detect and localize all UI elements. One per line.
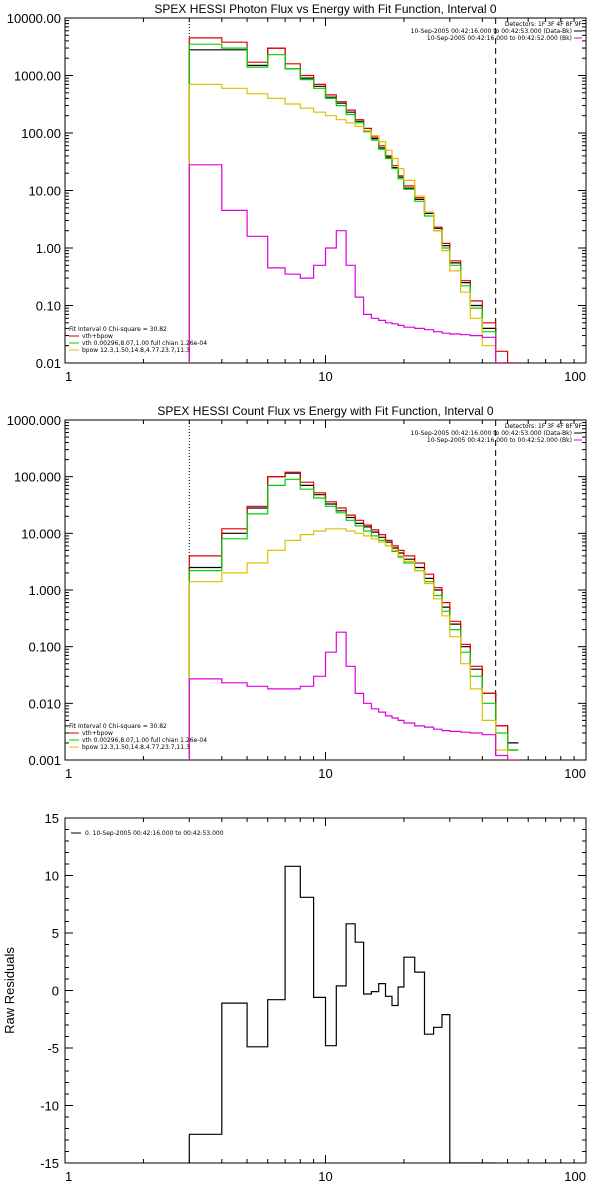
plot-frame: [64, 17, 587, 364]
y-tick-label: 1000.00: [14, 69, 61, 84]
data-series-0: [188, 47, 519, 363]
legend-entry: 10-Sep-2005 00:42:16.000 to 00:42:53.000…: [411, 28, 572, 35]
data-series-4: [188, 631, 519, 760]
chart-panel-1: 1 10 100 0.001 0.010 0.100 1.000 10.000 100.000 1…: [7, 404, 587, 781]
data-series-0: [188, 865, 496, 1163]
chart-title: SPEX HESSI Photon Flux vs Energy with Fi…: [154, 2, 496, 16]
legend-entry: vth 0.00296,8.07,1.00 full chian 1.26e-0…: [82, 340, 207, 347]
y-tick-label: -5: [47, 1041, 59, 1056]
series-group: [188, 471, 519, 760]
legend-entry: vth+bpow: [82, 333, 113, 340]
x-tick-label: 100: [564, 766, 586, 781]
legend-entry: Detectors: 1F 3F 4F 8F 9F: [505, 423, 583, 430]
data-series-1: [188, 37, 519, 363]
x-tick-label: 10: [318, 766, 332, 781]
data-series-2: [188, 478, 519, 760]
data-series-3: [188, 528, 519, 760]
data-series-1: [188, 471, 519, 760]
y-tick-label: 0.01: [36, 356, 61, 371]
y-tick-label: 10: [45, 869, 59, 884]
legend-entry: Fit Interval 0 Chi-square = 30.82: [69, 326, 167, 333]
legend-entry: vth 0.00296,8.07,1.00 full chian 1.26e-0…: [82, 737, 207, 744]
y-tick-label: -10: [40, 1099, 59, 1114]
series-group: [188, 37, 519, 363]
x-tick-label: 1: [65, 1169, 72, 1184]
series-group: [188, 865, 496, 1163]
y-tick-label: -15: [40, 1156, 59, 1171]
legend-entry: Detectors: 1F 3F 4F 8F 9F: [505, 21, 583, 28]
y-tick-label: 1.00: [36, 241, 61, 256]
chart-panel-0: 1 10 100 0.01 0.10 1.00 10.00 100.00 1000.00 1000…: [7, 2, 587, 384]
y-tick-label: 0.010: [28, 696, 61, 711]
y-tick-label: 10000.00: [7, 11, 61, 26]
y-tick-label: 10.000: [21, 526, 61, 541]
y-axis-label: Raw Residuals: [2, 947, 17, 1034]
x-tick-label: 100: [564, 369, 586, 384]
y-tick-label: 0: [52, 984, 59, 999]
y-tick-label: 1000.000: [7, 413, 61, 428]
x-tick-label: 10: [318, 369, 332, 384]
y-tick-label: 100.000: [14, 470, 61, 485]
chart-title: SPEX HESSI Count Flux vs Energy with Fit…: [157, 404, 493, 418]
chart-panel-2: 1 10 100 -15 -10 -5 0 5 10 15 Raw Residuals 0. 10-S…: [2, 811, 587, 1184]
y-tick-label: 15: [45, 811, 59, 826]
legend-entry: bpow 12.3,1.50,14.8,4.77,23.7,11.3: [82, 744, 190, 751]
plot-frame: [64, 817, 587, 1164]
x-tick-label: 100: [564, 1169, 586, 1184]
plot-frame: [64, 419, 587, 761]
y-tick-label: 10.00: [28, 184, 61, 199]
legend-entry: 10-Sep-2005 00:42:16.000 to 00:42:52.000…: [427, 437, 572, 444]
x-tick-label: 1: [65, 369, 72, 384]
legend-entry: bpow 12.3,1.50,14.8,4.77,23.7,11.3: [82, 347, 190, 354]
y-tick-label: 1.000: [28, 583, 61, 598]
y-tick-label: 5: [52, 926, 59, 941]
x-tick-label: 1: [65, 766, 72, 781]
y-tick-label: 100.00: [21, 126, 61, 141]
legend-entry: 10-Sep-2005 00:42:16.000 to 00:42:52.000…: [427, 35, 572, 42]
x-tick-label: 10: [318, 1169, 332, 1184]
y-tick-label: 0.001: [28, 753, 61, 768]
y-tick-label: 0.100: [28, 640, 61, 655]
legend-entry: vth+bpow: [82, 730, 113, 737]
legend-entry: Fit Interval 0 Chi-square = 30.82: [69, 723, 167, 730]
data-series-0: [188, 472, 519, 760]
y-tick-label: 0.10: [36, 299, 61, 314]
data-series-3: [188, 83, 519, 363]
data-series-2: [188, 43, 519, 363]
legend-entry: 0. 10-Sep-2005 00:42:16.000 to 00:42:53.…: [85, 830, 224, 837]
data-series-4: [188, 164, 519, 363]
legend-entry: 10-Sep-2005 00:42:16.000 to 00:42:53.000…: [411, 430, 572, 437]
